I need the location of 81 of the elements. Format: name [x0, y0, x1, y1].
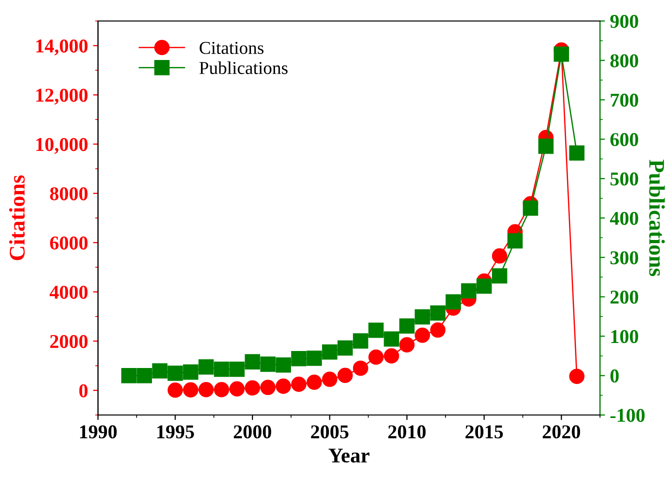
y2-tick-label: 400 — [610, 212, 638, 225]
point — [352, 333, 368, 349]
y2-tick-label: 600 — [610, 133, 638, 146]
y-tick-label: 6000 — [50, 236, 88, 250]
point — [414, 328, 430, 343]
point — [168, 382, 183, 398]
point — [260, 380, 276, 396]
y-tick-label: 10,000 — [36, 138, 88, 154]
x-tick-label: 1995 — [157, 425, 194, 438]
y2-tick-label: 200 — [610, 290, 638, 304]
point — [538, 138, 554, 154]
point — [430, 305, 446, 321]
point — [136, 368, 152, 384]
point — [554, 46, 570, 62]
point — [399, 318, 415, 334]
y2-tick-label: 0 — [610, 369, 619, 383]
point — [352, 360, 368, 376]
point — [384, 348, 400, 364]
y2-tick-label: 800 — [610, 54, 638, 68]
y2-tick-label: 300 — [610, 251, 638, 264]
y2-tick-label: 100 — [611, 330, 638, 344]
legend-label: Citations — [200, 42, 264, 54]
point — [569, 368, 584, 384]
point — [461, 283, 476, 299]
point — [322, 344, 338, 360]
y-tick-label: 0 — [79, 384, 88, 398]
y2-tick-label: -100 — [610, 408, 645, 422]
point — [244, 380, 260, 396]
x-tick-label: 2005 — [311, 425, 348, 438]
x-tick-label: 2020 — [542, 425, 580, 438]
y-tick-label: 14,000 — [36, 39, 88, 56]
point — [306, 350, 322, 366]
y-tick-label: 12,000 — [36, 88, 88, 105]
point — [183, 364, 198, 380]
y2-axis-title: Publications — [649, 160, 665, 276]
y-axis-title: Citations — [9, 175, 25, 260]
point — [229, 381, 245, 397]
point — [214, 382, 230, 398]
x-tick-label: 2015 — [466, 425, 503, 438]
point — [291, 351, 306, 366]
point — [368, 349, 384, 365]
point — [152, 363, 168, 379]
point — [244, 354, 260, 370]
point — [492, 248, 508, 264]
x-tick-label: 2010 — [388, 425, 426, 438]
point — [229, 362, 245, 377]
point — [476, 278, 492, 294]
point — [507, 233, 523, 248]
point — [198, 382, 214, 398]
point — [168, 366, 183, 381]
x-tick-label: 2000 — [234, 425, 272, 438]
legend-label: Publications — [199, 61, 288, 74]
point — [492, 268, 508, 284]
point — [338, 368, 353, 383]
y-tick-label: 2000 — [50, 334, 88, 348]
point — [214, 362, 230, 377]
point — [291, 376, 306, 392]
point — [198, 359, 214, 375]
y2-tick-label: 900 — [610, 14, 638, 28]
point — [276, 378, 291, 394]
x-axis-title: Year — [328, 448, 370, 463]
point — [276, 357, 291, 373]
point — [430, 322, 446, 338]
y2-tick-label: 700 — [610, 94, 638, 107]
point — [399, 337, 415, 352]
point — [569, 145, 584, 161]
point — [121, 368, 137, 384]
point — [306, 374, 322, 390]
point — [183, 382, 198, 398]
y2-tick-label: 500 — [610, 172, 638, 186]
point — [260, 356, 276, 372]
point — [384, 331, 400, 347]
point — [446, 294, 461, 310]
point — [368, 322, 384, 338]
point — [414, 309, 430, 325]
y-tick-label: 8000 — [50, 187, 88, 200]
point — [322, 372, 338, 387]
x-tick-label: 1990 — [80, 425, 117, 438]
y-tick-label: 4000 — [50, 286, 88, 299]
point — [338, 340, 353, 356]
point — [522, 200, 538, 216]
